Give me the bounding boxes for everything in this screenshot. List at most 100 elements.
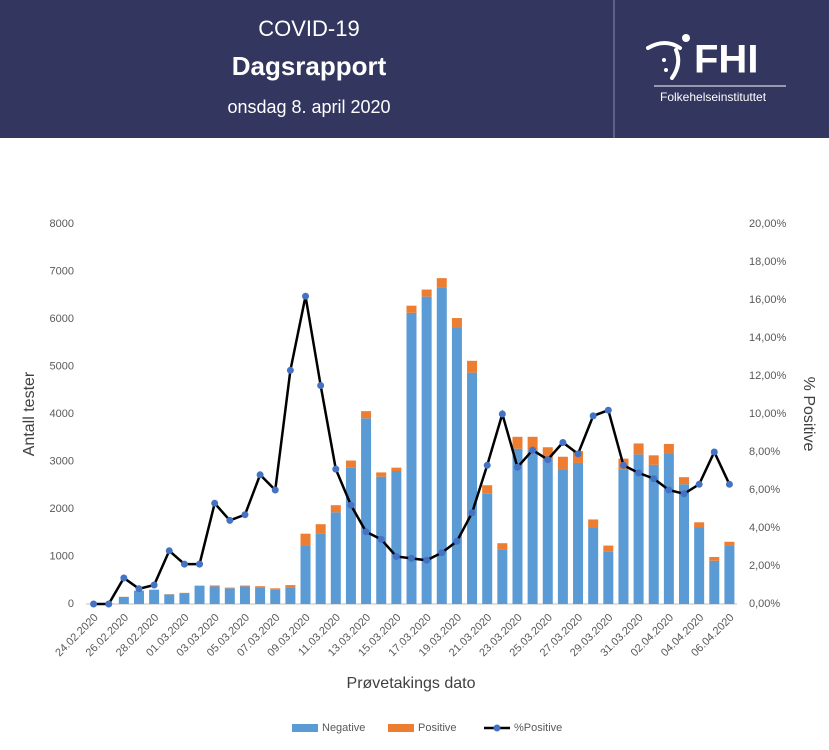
bar <box>527 436 538 451</box>
bar <box>603 545 614 552</box>
bar <box>573 462 584 604</box>
x-axis-label: Prøvetakings dato <box>347 675 476 692</box>
bar <box>663 443 674 454</box>
bar <box>239 586 250 604</box>
y2-tick-label: 12,00% <box>749 370 787 382</box>
y-axis-label: Antall tester <box>21 371 38 456</box>
marker <box>453 537 461 545</box>
bar <box>694 527 705 604</box>
legend-label: %Positive <box>514 722 562 734</box>
marker <box>332 465 340 473</box>
bar <box>542 447 553 460</box>
header-date: onsdag 8. april 2020 <box>227 97 390 117</box>
logo-dot <box>664 68 668 72</box>
marker <box>317 382 325 389</box>
marker <box>513 463 521 471</box>
marker <box>286 366 294 374</box>
marker <box>135 585 143 593</box>
bar <box>679 484 690 604</box>
bar <box>482 493 493 604</box>
y2-tick-label: 14,00% <box>749 332 787 344</box>
organization: Folkehelseinstituttet <box>660 90 767 104</box>
bar <box>391 471 402 604</box>
marker <box>347 501 355 509</box>
marker <box>559 439 567 446</box>
marker <box>529 446 537 454</box>
bar <box>406 312 417 604</box>
y-tick-label: 0 <box>68 598 74 610</box>
y-tick-label: 5000 <box>50 360 74 372</box>
bar <box>149 589 160 604</box>
bar <box>421 296 432 604</box>
header-subtitle: Dagsrapport <box>232 51 387 81</box>
bar <box>118 596 129 604</box>
bar <box>588 528 599 604</box>
bar <box>361 411 372 419</box>
legend-swatch <box>292 724 318 732</box>
marker <box>438 549 446 557</box>
bar <box>330 505 341 513</box>
bar <box>709 560 720 604</box>
bar <box>497 549 508 604</box>
logo-dot <box>682 34 690 42</box>
bar <box>557 469 568 604</box>
bar <box>557 456 568 470</box>
bar <box>406 305 417 313</box>
logo-dot <box>662 58 666 62</box>
bar <box>467 372 478 604</box>
bar <box>633 443 644 455</box>
bar <box>270 588 281 590</box>
marker <box>196 560 204 568</box>
bar <box>315 524 326 534</box>
marker <box>241 511 249 519</box>
y-tick-label: 3000 <box>50 455 74 467</box>
marker <box>256 471 264 479</box>
bar <box>648 464 659 604</box>
y-tick-label: 2000 <box>50 503 74 515</box>
marker <box>635 469 643 477</box>
marker <box>483 461 491 469</box>
bar <box>133 590 144 604</box>
bar <box>603 551 614 604</box>
marker <box>392 553 400 560</box>
bar <box>330 512 341 604</box>
legend-swatch <box>388 724 414 732</box>
bar <box>421 289 432 297</box>
bar <box>633 454 644 604</box>
bar <box>527 450 538 604</box>
marker <box>725 480 733 488</box>
header-title: COVID-19 <box>258 16 359 41</box>
marker <box>604 406 612 414</box>
marker <box>271 486 279 494</box>
y-tick-label: 4000 <box>50 408 74 420</box>
bar <box>451 318 462 328</box>
marker <box>90 600 98 608</box>
marker <box>619 461 627 469</box>
bar <box>345 460 356 468</box>
bar <box>315 533 326 604</box>
y2-tick-label: 2,00% <box>749 560 780 572</box>
marker <box>423 556 431 564</box>
marker <box>150 581 158 589</box>
y2-axis-label: % Positive <box>800 377 817 452</box>
bar <box>345 467 356 604</box>
bar <box>270 589 281 604</box>
marker <box>105 600 113 608</box>
y2-tick-label: 4,00% <box>749 522 780 534</box>
marker <box>665 486 673 494</box>
bar <box>179 593 190 604</box>
bar <box>724 545 735 604</box>
bar <box>224 587 235 589</box>
marker <box>180 560 188 568</box>
bar <box>512 448 523 604</box>
bar <box>497 543 508 550</box>
logo-stroke <box>670 48 681 80</box>
bar <box>679 477 690 485</box>
bar <box>285 585 296 588</box>
bar <box>542 459 553 604</box>
bar <box>376 472 387 477</box>
legend-label: Positive <box>418 722 457 734</box>
marker <box>211 499 219 507</box>
